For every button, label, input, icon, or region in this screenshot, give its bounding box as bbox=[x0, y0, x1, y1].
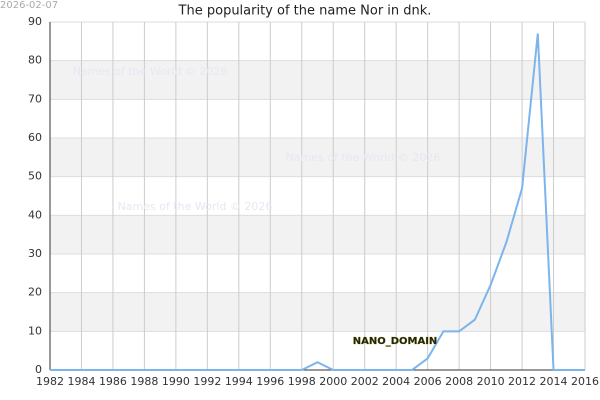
y-tick-label: 90 bbox=[28, 15, 42, 28]
x-tick-label: 1992 bbox=[193, 375, 221, 388]
y-tick-label: 50 bbox=[28, 170, 42, 183]
y-tick-label: 40 bbox=[28, 208, 42, 221]
x-tick-label: 1998 bbox=[288, 375, 316, 388]
x-tick-label: 2004 bbox=[382, 375, 410, 388]
y-tick-label: 0 bbox=[35, 363, 42, 376]
x-tick-label: 1986 bbox=[99, 375, 127, 388]
grid-band bbox=[50, 60, 585, 100]
watermark: Names of the World © 2026 bbox=[73, 65, 228, 78]
x-tick-label: 1994 bbox=[225, 375, 253, 388]
x-tick-label: 2016 bbox=[571, 375, 599, 388]
x-tick-label: 2010 bbox=[477, 375, 505, 388]
y-tick-label: 80 bbox=[28, 54, 42, 67]
x-tick-label: 1982 bbox=[36, 375, 64, 388]
x-tick-label: 1990 bbox=[162, 375, 190, 388]
x-tick-label: 1988 bbox=[130, 375, 158, 388]
y-tick-label: 20 bbox=[28, 286, 42, 299]
grid-band bbox=[50, 292, 585, 332]
grid-band bbox=[50, 138, 585, 177]
x-tick-label: 1984 bbox=[67, 375, 95, 388]
chart-title: The popularity of the name Nor in dnk. bbox=[178, 4, 432, 19]
watermark: Names of the World © 2026 bbox=[118, 200, 273, 213]
y-tick-label: 70 bbox=[28, 92, 42, 105]
x-tick-label: 1996 bbox=[256, 375, 284, 388]
x-tick-label: 2014 bbox=[540, 375, 568, 388]
x-tick-label: 2002 bbox=[351, 375, 379, 388]
line bbox=[50, 33, 585, 371]
y-tick-label: 10 bbox=[28, 324, 42, 337]
x-tick-label: 2008 bbox=[445, 375, 473, 388]
y-tick-label: 30 bbox=[28, 247, 42, 260]
x-tick-label: 2000 bbox=[319, 375, 347, 388]
grid-band bbox=[50, 215, 585, 254]
x-tick-label: 2012 bbox=[508, 375, 536, 388]
x-tick-label: 2006 bbox=[414, 375, 442, 388]
date-stamp: 2026-02-07 bbox=[0, 0, 58, 11]
annotation: NANO_DOMAIN bbox=[353, 336, 438, 347]
y-tick-label: 60 bbox=[28, 131, 42, 144]
watermark: Names of the World © 2026 bbox=[286, 151, 441, 164]
